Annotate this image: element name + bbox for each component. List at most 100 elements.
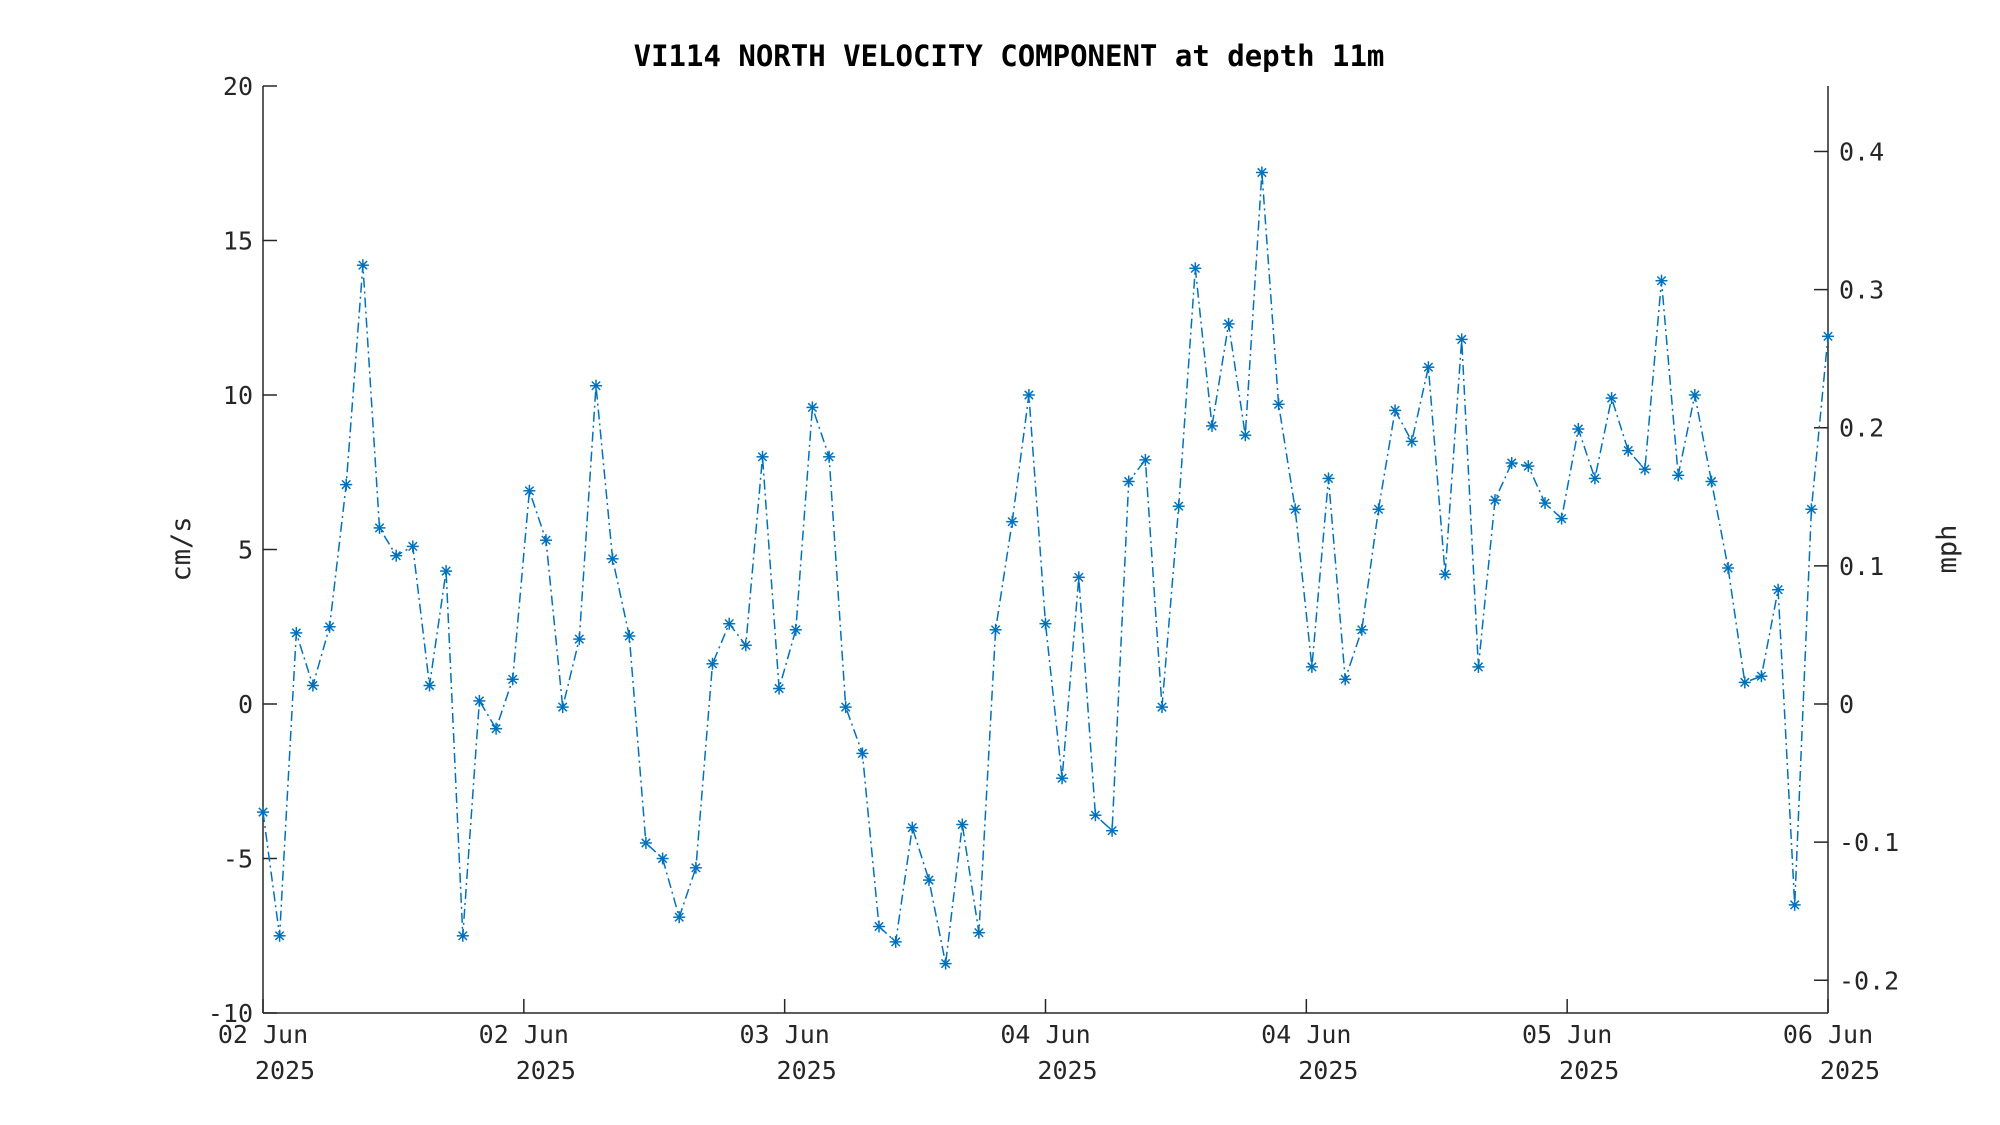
data-point — [1755, 670, 1768, 683]
data-point — [1139, 453, 1152, 466]
data-point — [1822, 330, 1834, 343]
data-point — [1422, 361, 1435, 374]
x-tick-day-label: 06 Jun — [1783, 1020, 1873, 1049]
data-point — [1355, 623, 1368, 636]
data-point — [706, 657, 719, 670]
y-tick-label: -5 — [223, 845, 253, 874]
data-point — [756, 450, 769, 463]
y-tick-label: 20 — [223, 72, 253, 101]
data-point — [1189, 262, 1202, 275]
data-point — [1122, 475, 1135, 488]
data-point — [806, 401, 819, 414]
data-point — [1389, 404, 1402, 417]
data-point — [739, 639, 752, 652]
x-tick-day-label: 03 Jun — [740, 1020, 830, 1049]
data-point — [1588, 472, 1601, 485]
data-point — [590, 379, 602, 392]
data-point — [323, 620, 336, 633]
x-tick-day-label: 02 Jun — [218, 1020, 308, 1049]
data-point — [889, 935, 902, 948]
data-point — [440, 565, 453, 578]
data-point — [656, 852, 669, 865]
data-point — [723, 617, 736, 630]
data-point — [273, 929, 286, 942]
chart-title: VI114 NORTH VELOCITY COMPONENT at depth … — [634, 39, 1385, 73]
data-point — [673, 911, 686, 924]
data-point — [473, 694, 486, 707]
data-point — [1239, 429, 1252, 442]
data-point — [1089, 809, 1102, 822]
data-point — [523, 484, 536, 497]
x-axis-ticks: 02 Jun 2025 02 Jun 2025 03 Jun 2025 04 Jun 2025… — [218, 999, 1880, 1085]
data-point — [606, 552, 619, 565]
data-point — [1405, 435, 1418, 448]
axes — [262, 86, 1829, 1014]
data-point — [972, 926, 985, 939]
data-point — [1022, 389, 1035, 401]
data-point — [1788, 898, 1801, 911]
x-tick-year-label: 2025 — [1298, 1056, 1358, 1085]
data-point — [1006, 515, 1019, 528]
data-point — [939, 957, 952, 970]
data-point — [1705, 475, 1718, 488]
data-point — [1222, 317, 1235, 330]
y-tick-label: 15 — [223, 227, 253, 256]
data-point — [1255, 166, 1268, 179]
data-point — [573, 633, 586, 646]
y2-tick-label: -0.2 — [1839, 966, 1899, 995]
data-point — [1206, 419, 1218, 432]
data-point — [856, 747, 869, 760]
y2-axis-ticks: -0.2 -0.1 0 0.1 0.2 0.3 0.4 — [1814, 137, 1899, 995]
data-point — [1638, 463, 1651, 476]
data-point — [1339, 673, 1352, 686]
data-point — [390, 549, 403, 562]
series-north-velocity — [257, 166, 1834, 970]
data-point — [1289, 503, 1302, 516]
data-point — [1439, 568, 1452, 581]
y-axis-ticks: -10 -5 0 5 10 15 20 — [208, 72, 277, 1028]
data-point — [623, 630, 636, 642]
data-point — [823, 450, 836, 463]
data-point — [306, 679, 319, 692]
data-point — [1056, 772, 1069, 785]
data-point — [490, 722, 503, 735]
data-point — [1672, 469, 1685, 482]
data-point — [1772, 583, 1785, 596]
x-tick-year-label: 2025 — [1037, 1056, 1097, 1085]
y-tick-label: 0 — [238, 690, 253, 719]
data-point — [1655, 274, 1668, 287]
y2-tick-label: -0.1 — [1839, 828, 1899, 857]
data-point — [1489, 494, 1501, 507]
y-tick-label: -10 — [208, 999, 253, 1028]
x-tick-day-label: 04 Jun — [1261, 1020, 1351, 1049]
data-point — [456, 929, 469, 942]
data-point — [423, 679, 436, 692]
data-point — [1572, 423, 1585, 435]
y-tick-label: 5 — [238, 536, 253, 565]
y2-tick-label: 0 — [1839, 690, 1854, 719]
series-line — [262, 172, 1829, 964]
x-tick-year-label: 2025 — [1559, 1056, 1619, 1085]
data-point — [373, 521, 386, 534]
y-axis-label: cm/s — [166, 516, 197, 581]
x-tick-year-label: 2025 — [516, 1056, 576, 1085]
x-tick-year-label: 2025 — [1820, 1056, 1880, 1085]
data-point — [1605, 392, 1618, 405]
data-point — [1722, 562, 1735, 574]
data-point — [1172, 500, 1185, 513]
data-point — [1522, 460, 1535, 473]
data-point — [773, 682, 786, 695]
data-point — [1106, 824, 1119, 837]
data-point — [839, 701, 852, 714]
x-tick-day-label: 02 Jun — [479, 1020, 569, 1049]
data-point — [1738, 676, 1751, 689]
data-point — [989, 623, 1002, 636]
data-point — [1156, 701, 1168, 714]
x-tick-year-label: 2025 — [777, 1056, 837, 1085]
data-point — [1372, 503, 1385, 516]
data-point — [923, 874, 935, 887]
data-point — [1322, 472, 1335, 485]
data-point — [873, 920, 885, 933]
data-point — [1039, 617, 1052, 630]
